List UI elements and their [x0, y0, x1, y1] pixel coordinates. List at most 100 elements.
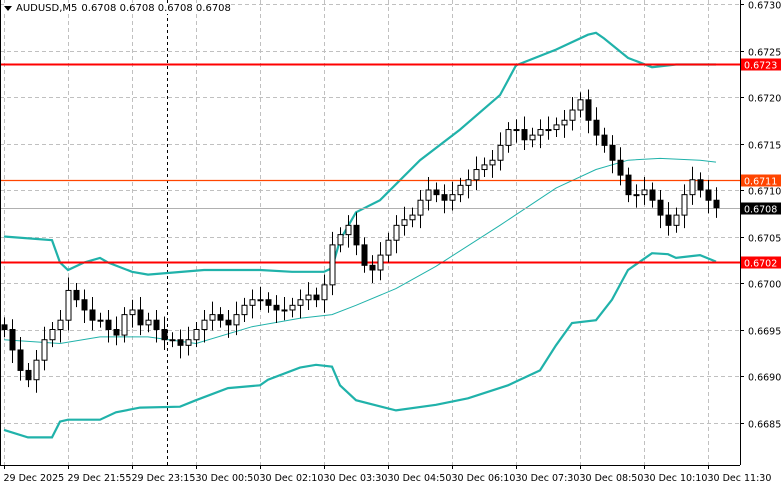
candle-body-bullish: [233, 314, 240, 326]
candle: [425, 176, 432, 211]
candle: [713, 187, 720, 218]
candle: [137, 296, 144, 336]
x-tick-label: 30 Dec 03:30: [324, 473, 388, 484]
candle-body-bearish: [25, 369, 32, 381]
candle-body-bullish: [505, 129, 512, 146]
candle: [177, 329, 184, 359]
candle: [49, 322, 56, 348]
candle-body-bearish: [353, 224, 360, 246]
y-tick-label: 0.6715: [748, 141, 781, 152]
candle-body-bearish: [625, 174, 632, 196]
candle-body-bullish: [425, 189, 432, 201]
candle-body-bullish: [345, 224, 352, 236]
candle: [465, 169, 472, 199]
candle: [1, 317, 8, 337]
candle-body-bearish: [601, 134, 608, 146]
chart-title: AUDUSD,M5 0.6708 0.6708 0.6708 0.6708: [4, 3, 231, 14]
candle-body-bearish: [137, 309, 144, 326]
candle: [57, 309, 64, 343]
candle-body-bearish: [649, 189, 656, 201]
candle: [601, 127, 608, 153]
candle: [385, 232, 392, 263]
candle: [233, 301, 240, 336]
candle: [577, 92, 584, 118]
candle: [249, 289, 256, 319]
y-tick-label: 0.6720: [748, 94, 781, 105]
x-tick-label: 29 Dec 23:15: [132, 473, 196, 484]
candle-body-bullish: [641, 189, 648, 196]
current-price-label-bg: [741, 202, 781, 215]
candle: [649, 182, 656, 208]
candle: [401, 206, 408, 236]
candle: [593, 107, 600, 146]
candle: [145, 312, 152, 333]
x-tick-label: 29 Dec 2025: [4, 473, 65, 484]
candle-body-bearish: [81, 299, 88, 311]
candle: [473, 156, 480, 190]
candle-body-bullish: [529, 134, 536, 141]
support-label: 0.6702: [744, 259, 777, 270]
candle: [585, 89, 592, 134]
support-label-bg: [741, 256, 781, 269]
candle: [481, 157, 488, 177]
x-tick-label: 30 Dec 00:50: [196, 473, 260, 484]
candle: [561, 110, 568, 138]
candle: [337, 227, 344, 253]
candle-body-bullish: [473, 169, 480, 181]
candle: [169, 332, 176, 348]
candle-body-bullish: [281, 309, 288, 312]
candle-body-bullish: [489, 159, 496, 166]
candle: [417, 190, 424, 229]
candle: [297, 289, 304, 319]
candle: [369, 255, 376, 283]
candle: [545, 116, 552, 140]
candle: [625, 167, 632, 203]
candle-body-bearish: [313, 294, 320, 301]
candle-body-bearish: [433, 189, 440, 196]
candle-body-bullish: [545, 129, 552, 132]
x-tick-label: 29 Dec 21:55: [68, 473, 132, 484]
y-tick-label: 0.6710: [748, 187, 781, 198]
candle: [105, 309, 112, 343]
candle: [65, 277, 72, 331]
candle: [273, 295, 280, 323]
x-tick-label: 30 Dec 08:50: [580, 473, 644, 484]
candle-body-bearish: [73, 289, 80, 301]
candle-body-bullish: [209, 314, 216, 321]
bollinger-band-upper: [3, 31, 716, 276]
candle-body-bearish: [593, 119, 600, 136]
candle: [393, 215, 400, 254]
candle: [657, 190, 664, 229]
candle-body-bearish: [89, 309, 96, 321]
candle: [73, 283, 80, 308]
candle-body-bearish: [225, 319, 232, 326]
x-tick-label: 30 Dec 10:10: [644, 473, 708, 484]
candle: [153, 309, 160, 343]
candle-body-bearish: [265, 299, 272, 306]
candle-body-bullish: [457, 184, 464, 196]
candle-body-bearish: [705, 189, 712, 201]
candle-body-bearish: [177, 339, 184, 346]
y-tick-label: 0.6700: [748, 280, 781, 291]
candle-body-bullish: [385, 239, 392, 256]
candle-body-bullish: [49, 329, 56, 341]
candle-body-bullish: [321, 284, 328, 301]
dropdown-triangle-icon[interactable]: [4, 6, 12, 11]
candle: [25, 362, 32, 388]
candle: [41, 326, 48, 371]
candle-body-bullish: [569, 109, 576, 121]
candle-body-bearish: [161, 329, 168, 341]
candle: [89, 296, 96, 331]
candle-body-bullish: [633, 194, 640, 197]
candle-body-bullish: [241, 304, 248, 316]
candle-body-bearish: [361, 244, 368, 266]
y-tick-label: 0.6730: [748, 1, 781, 12]
candle-body-bullish: [401, 219, 408, 226]
symbol-timeframe: AUDUSD,M5: [16, 3, 78, 14]
candle-body-bearish: [273, 304, 280, 311]
candle: [673, 207, 680, 233]
candle: [609, 135, 616, 174]
candle-body-bullish: [481, 164, 488, 171]
